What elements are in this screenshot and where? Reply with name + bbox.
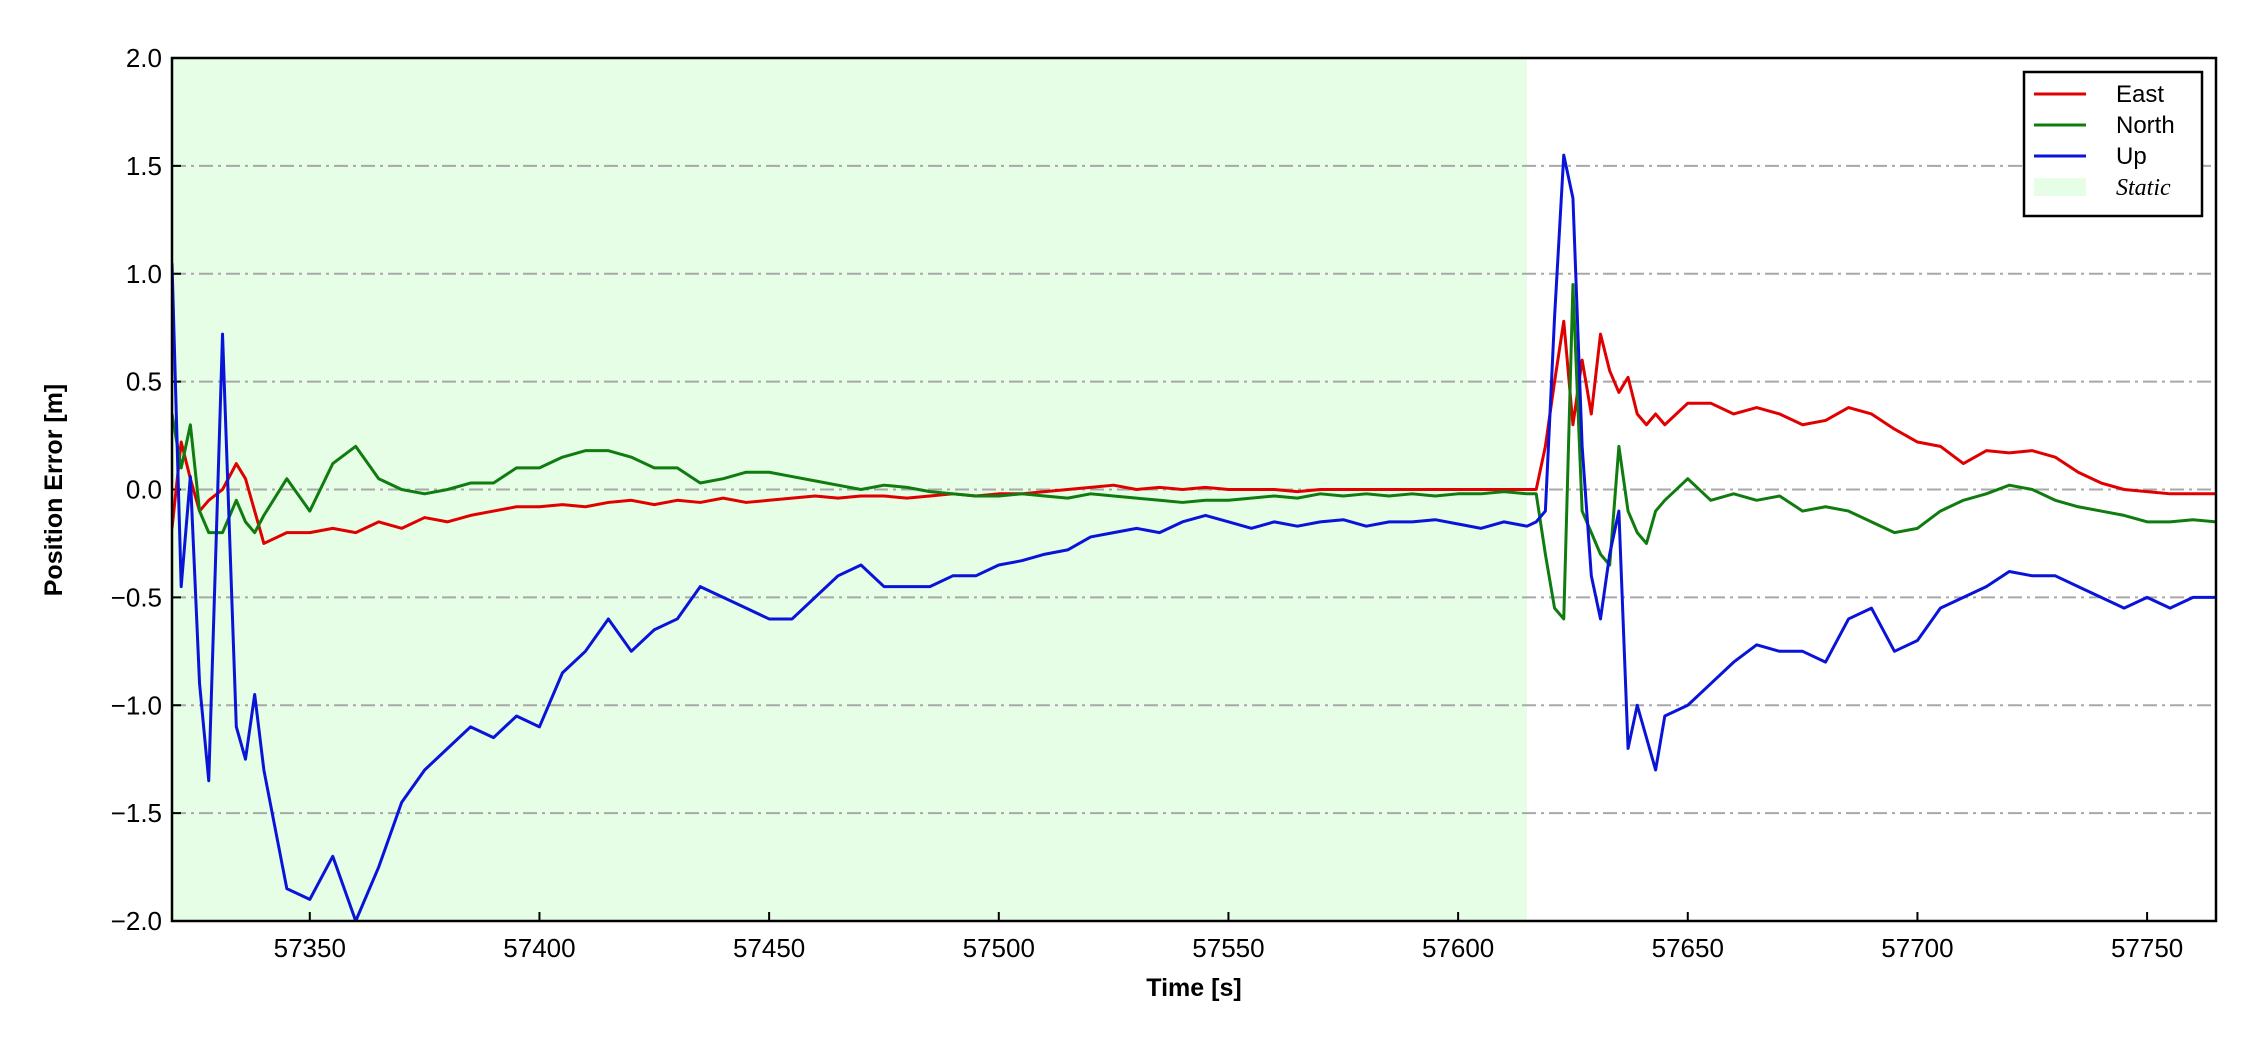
plot-lines	[172, 153, 2216, 921]
x-tick-label: 57450	[733, 933, 805, 963]
x-axis-label: Time [s]	[1146, 974, 1241, 1002]
x-tick-label: 57750	[2111, 933, 2183, 963]
series-line	[172, 153, 2216, 921]
legend-label: Up	[2116, 143, 2147, 170]
y-tick-label: 2.0	[126, 43, 162, 73]
x-tick-label: 57600	[1422, 933, 1494, 963]
y-tick-label: 0.5	[126, 367, 162, 397]
x-tick-label: 57400	[503, 933, 575, 963]
y-tick-label: 1.0	[126, 259, 162, 289]
x-tick-label: 57550	[1192, 933, 1264, 963]
y-tick-label: −2.0	[111, 906, 162, 936]
legend-label: North	[2116, 112, 2175, 139]
y-tick-label: 1.5	[126, 151, 162, 181]
x-tick-label: 57350	[274, 933, 346, 963]
legend-swatch	[2034, 178, 2086, 196]
legend-label: East	[2116, 81, 2164, 108]
x-tick-label: 57700	[1881, 933, 1953, 963]
legend-label: Static	[2116, 175, 2171, 201]
y-tick-label: −1.0	[111, 690, 162, 720]
y-axis-label: Position Error [m]	[40, 384, 68, 597]
y-tick-label: −1.5	[111, 798, 162, 828]
x-tick-label: 57500	[963, 933, 1035, 963]
plot-frame	[170, 56, 2218, 923]
x-tick-label: 57650	[1652, 933, 1724, 963]
y-tick-label: 0.0	[126, 475, 162, 505]
series-line	[172, 283, 2216, 621]
series-line	[172, 319, 2216, 545]
y-tick-label: −0.5	[111, 582, 162, 612]
